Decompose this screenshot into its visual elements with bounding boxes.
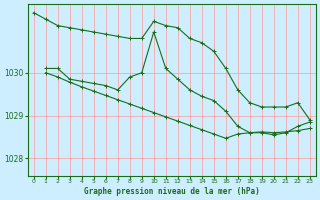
X-axis label: Graphe pression niveau de la mer (hPa): Graphe pression niveau de la mer (hPa) bbox=[84, 187, 260, 196]
